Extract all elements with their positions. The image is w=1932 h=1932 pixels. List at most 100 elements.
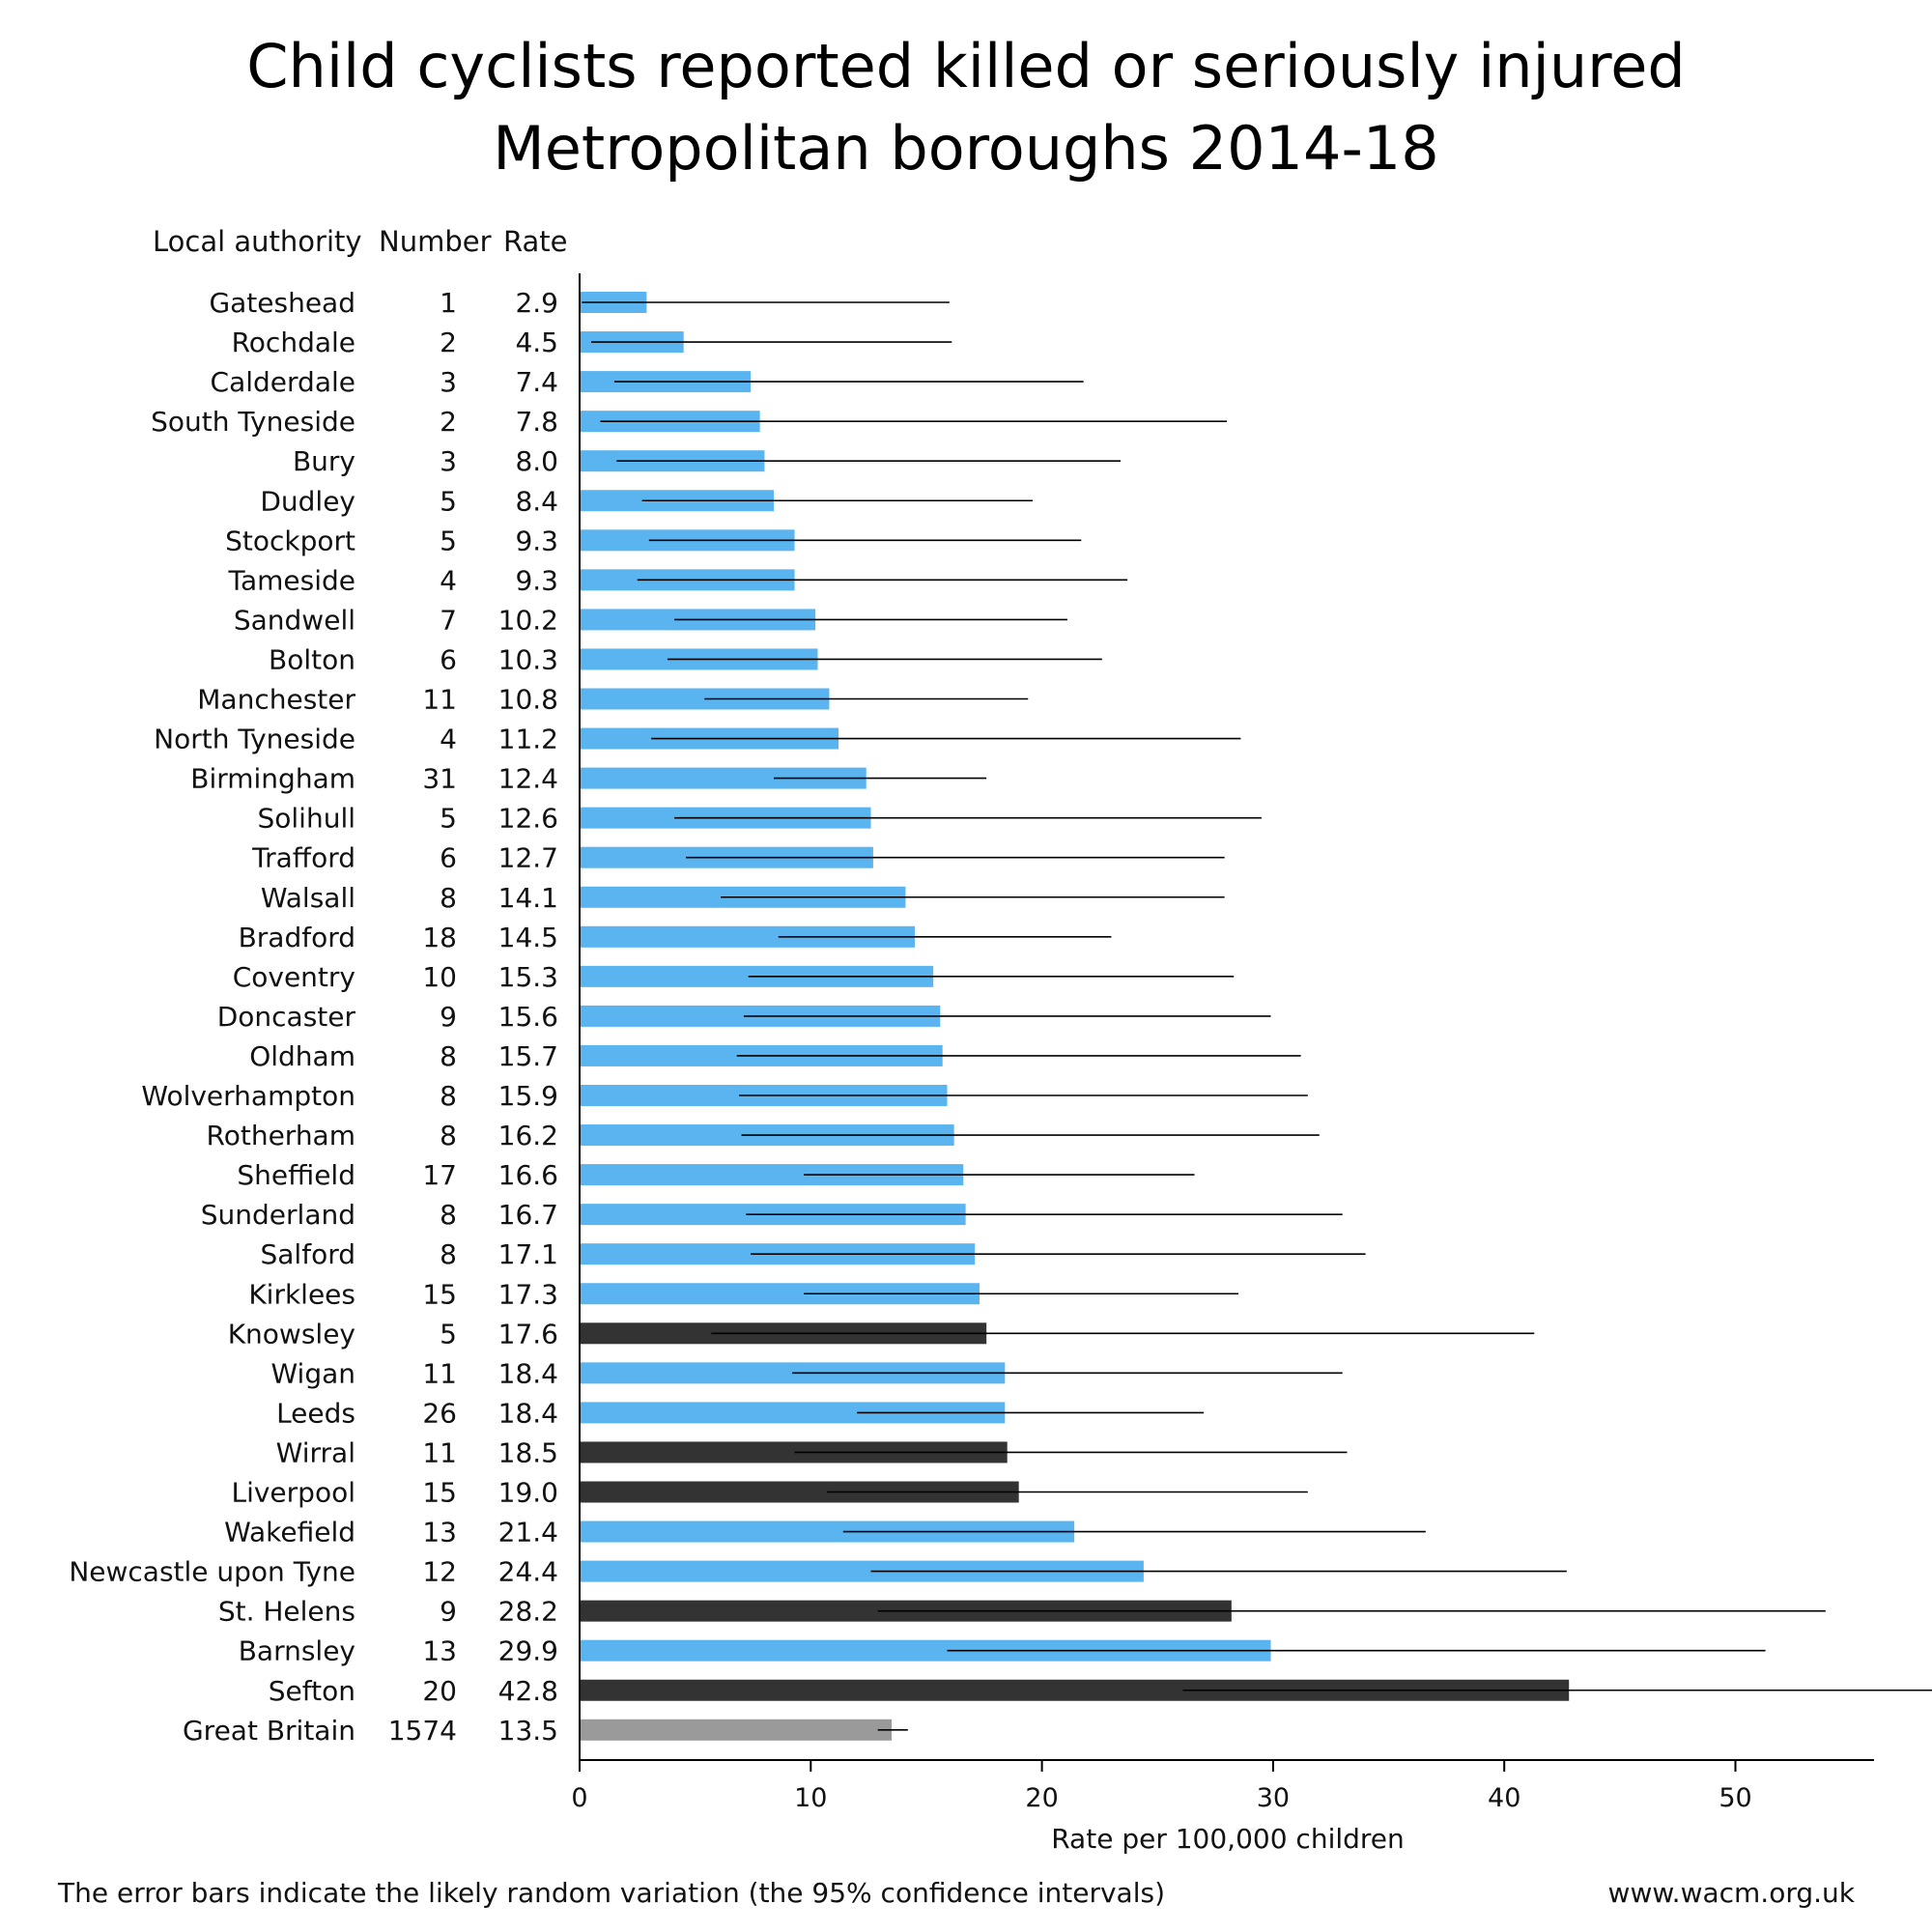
- row-authority-label: Rochdale: [232, 327, 355, 358]
- row-rate-label: 10.8: [498, 684, 558, 716]
- bar: [580, 767, 867, 789]
- row-rate-label: 10.3: [498, 643, 558, 675]
- chart-row: South Tyneside 2 7.8: [151, 406, 1228, 438]
- row-rate-label: 2.9: [515, 287, 558, 319]
- row-rate-label: 17.1: [498, 1238, 558, 1270]
- row-number-label: 5: [440, 525, 457, 556]
- column-header-authority: Local authority: [153, 225, 362, 258]
- row-number-label: 2: [440, 406, 457, 438]
- bar: [580, 925, 915, 948]
- row-number-label: 3: [440, 366, 457, 398]
- row-number-label: 8: [440, 1040, 457, 1072]
- row-rate-label: 29.9: [498, 1635, 558, 1667]
- chart-row: Bolton 6 10.3: [269, 643, 1102, 675]
- chart-row: Newcastle upon Tyne 12 24.4: [69, 1556, 1567, 1588]
- column-header-rate: Rate: [503, 225, 568, 258]
- row-number-label: 15: [422, 1477, 457, 1509]
- row-authority-label: Trafford: [251, 842, 355, 874]
- chart-row: Manchester 11 10.8: [197, 684, 1029, 716]
- row-number-label: 11: [422, 1357, 457, 1389]
- chart-row: Wolverhampton 8 15.9: [141, 1080, 1308, 1112]
- row-authority-label: St. Helens: [218, 1596, 355, 1628]
- row-rate-label: 28.2: [498, 1596, 558, 1628]
- chart-row: Coventry 10 15.3: [233, 961, 1235, 993]
- row-authority-label: Wirral: [276, 1436, 355, 1468]
- bar: [580, 1402, 1006, 1424]
- chart-row: Gateshead 1 2.9: [209, 287, 950, 319]
- row-rate-label: 15.9: [498, 1080, 558, 1112]
- row-rate-label: 12.4: [498, 763, 558, 795]
- row-number-label: 8: [440, 1120, 457, 1151]
- bar: [580, 1481, 1019, 1503]
- row-rate-label: 18.4: [498, 1357, 558, 1389]
- bar: [580, 1520, 1075, 1543]
- chart-row: Solihull 5 12.6: [257, 803, 1262, 835]
- x-axis-ticks: 0 10 20 30 40 50: [571, 1760, 1752, 1813]
- row-authority-label: Bradford: [239, 922, 355, 953]
- row-number-label: 5: [440, 803, 457, 835]
- row-authority-label: Coventry: [233, 961, 355, 993]
- row-rate-label: 18.5: [498, 1436, 558, 1468]
- row-authority-label: Bury: [293, 445, 355, 477]
- row-number-label: 12: [422, 1556, 457, 1588]
- row-authority-label: Knowsley: [228, 1318, 355, 1350]
- row-authority-label: North Tyneside: [154, 724, 355, 755]
- chart-subtitle: Metropolitan boroughs 2014-18: [493, 113, 1438, 184]
- chart-rows: Gateshead 1 2.9 Rochdale 2 4.5 Calderdale 3 7.4 S…: [69, 287, 1932, 1747]
- chart-row: Wigan 11 18.4: [270, 1357, 1343, 1389]
- row-authority-label: Gateshead: [209, 287, 355, 319]
- row-authority-label: Kirklees: [248, 1278, 355, 1310]
- chart-row: Oldham 8 15.7: [249, 1040, 1301, 1072]
- row-number-label: 5: [440, 485, 457, 517]
- row-number-label: 15: [422, 1278, 457, 1310]
- row-number-label: 11: [422, 1436, 457, 1468]
- chart-row: Tameside 4 9.3: [228, 564, 1128, 596]
- row-number-label: 1574: [388, 1715, 457, 1747]
- row-authority-label: Wolverhampton: [141, 1080, 355, 1112]
- row-authority-label: Manchester: [197, 684, 355, 716]
- row-authority-label: Rotherham: [207, 1120, 355, 1151]
- row-number-label: 6: [440, 842, 457, 874]
- row-number-label: 13: [422, 1635, 457, 1667]
- row-authority-label: Dudley: [260, 485, 355, 517]
- row-number-label: 9: [440, 1596, 457, 1628]
- row-authority-label: Newcastle upon Tyne: [69, 1556, 355, 1588]
- row-rate-label: 42.8: [498, 1675, 558, 1707]
- row-rate-label: 7.4: [515, 366, 558, 398]
- row-rate-label: 17.6: [498, 1318, 558, 1350]
- row-authority-label: Doncaster: [217, 1001, 356, 1033]
- chart-row: Sheffield 17 16.6: [237, 1159, 1195, 1191]
- row-number-label: 20: [422, 1675, 457, 1707]
- row-rate-label: 16.6: [498, 1159, 558, 1191]
- row-rate-label: 14.1: [498, 882, 558, 914]
- chart-row: Great Britain 1574 13.5: [183, 1715, 908, 1747]
- row-authority-label: Sandwell: [234, 604, 355, 636]
- row-rate-label: 15.7: [498, 1040, 558, 1072]
- row-number-label: 18: [422, 922, 457, 953]
- row-rate-label: 19.0: [498, 1477, 558, 1509]
- row-authority-label: Solihull: [257, 803, 355, 835]
- x-axis-label: Rate per 100,000 children: [1051, 1823, 1405, 1855]
- row-rate-label: 7.8: [515, 406, 558, 438]
- row-number-label: 3: [440, 445, 457, 477]
- chart-row: Barnsley 13 29.9: [239, 1635, 1766, 1667]
- row-authority-label: Sefton: [269, 1675, 355, 1707]
- x-tick-label: 40: [1488, 1783, 1520, 1813]
- row-authority-label: Wigan: [270, 1357, 355, 1389]
- chart-row: Wakefield 13 21.4: [224, 1517, 1426, 1548]
- row-authority-label: Salford: [261, 1238, 356, 1270]
- row-rate-label: 10.2: [498, 604, 558, 636]
- bar: [580, 1283, 980, 1305]
- chart-row: Leeds 26 18.4: [276, 1397, 1205, 1429]
- row-number-label: 17: [422, 1159, 457, 1191]
- row-authority-label: Barnsley: [239, 1635, 355, 1667]
- row-authority-label: Sunderland: [201, 1199, 355, 1231]
- row-rate-label: 12.6: [498, 803, 558, 835]
- bar: [580, 1679, 1570, 1701]
- row-number-label: 13: [422, 1517, 457, 1548]
- row-number-label: 2: [440, 327, 457, 358]
- row-number-label: 31: [422, 763, 457, 795]
- row-rate-label: 8.0: [515, 445, 558, 477]
- chart-row: Stockport 5 9.3: [225, 525, 1082, 556]
